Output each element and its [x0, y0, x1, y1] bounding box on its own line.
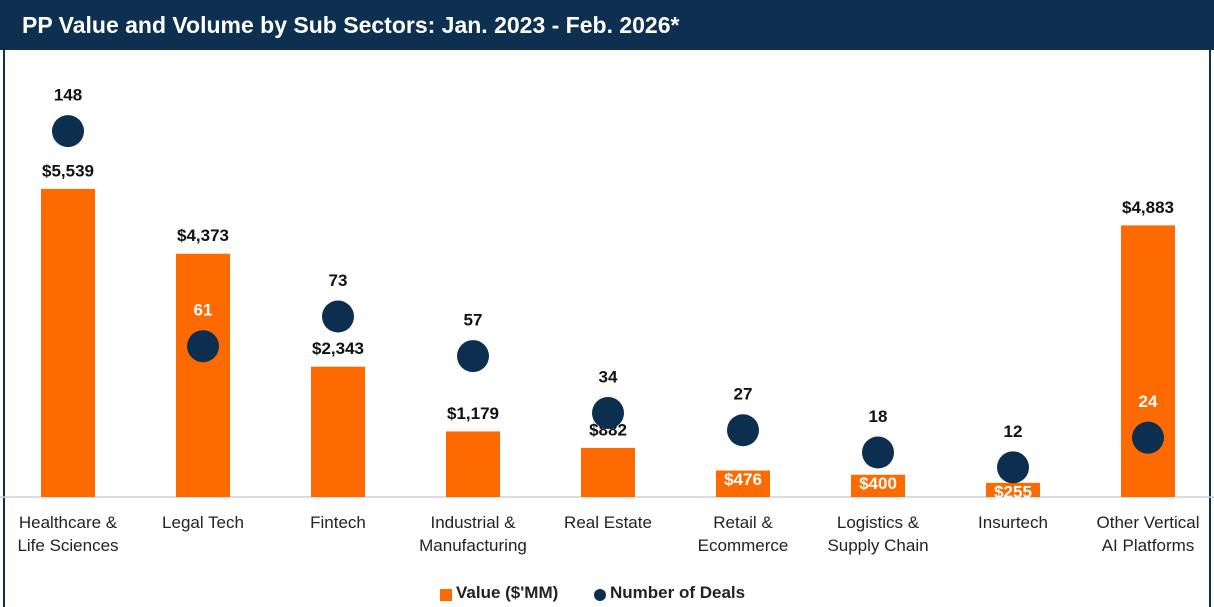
- deal-dot: [1132, 421, 1164, 454]
- chart-title: PP Value and Volume by Sub Sectors: Jan.…: [22, 12, 680, 38]
- x-tick-label: Logistics & Supply Chain: [827, 513, 929, 555]
- bar-value-label: $4,373: [177, 226, 229, 245]
- bar: [581, 447, 635, 497]
- deal-dot: [457, 340, 489, 373]
- dot-value-label: 18: [869, 407, 888, 426]
- dot-value-label: 57: [464, 311, 483, 330]
- legend-label: Number of Deals: [610, 583, 746, 602]
- dot-value-label: 34: [599, 367, 618, 386]
- deal-dot: [862, 436, 894, 469]
- deal-dot: [322, 300, 354, 333]
- x-tick-label: Legal Tech: [162, 513, 244, 532]
- x-tick-label: Industrial & Manufacturing: [419, 513, 527, 555]
- deal-dot: [727, 414, 759, 447]
- bar-value-label: $255: [994, 482, 1032, 501]
- x-tick-label: Retail & Ecommerce: [697, 513, 789, 555]
- dot-value-label: 12: [1004, 422, 1023, 441]
- dot-value-label: 24: [1139, 392, 1158, 411]
- bar: [41, 188, 95, 497]
- dot-value-label: 73: [329, 271, 348, 290]
- dot-value-label: 61: [194, 301, 213, 320]
- x-tick-label: Real Estate: [564, 513, 652, 532]
- legend-swatch: [440, 589, 452, 601]
- header-bar: [0, 0, 1214, 50]
- deal-dot: [592, 396, 624, 429]
- bar: [986, 482, 1040, 497]
- x-tick-label: Insurtech: [978, 513, 1048, 532]
- x-tick-label: Healthcare & Life Sciences: [17, 513, 119, 555]
- bar: [716, 470, 770, 497]
- legend-swatch: [594, 589, 606, 601]
- bar: [176, 253, 230, 497]
- bar-value-label: $4,883: [1122, 198, 1174, 217]
- deal-dot: [997, 451, 1029, 484]
- x-tick-label: Fintech: [310, 513, 366, 532]
- x-tick-label: Other Vertical AI Platforms: [1096, 513, 1200, 555]
- bar: [1121, 225, 1175, 497]
- bar-value-label: $476: [724, 470, 762, 489]
- bar-value-label: $2,343: [312, 339, 364, 358]
- bar: [311, 366, 365, 497]
- dot-value-label: 27: [734, 385, 753, 404]
- legend-label: Value ($'MM): [456, 583, 559, 602]
- deal-dot: [187, 330, 219, 363]
- bar: [446, 431, 500, 497]
- dot-value-label: 148: [54, 86, 82, 105]
- bar-value-label: $1,179: [447, 404, 499, 423]
- bar: [851, 474, 905, 497]
- bar-value-label: $5,539: [42, 161, 94, 180]
- deal-dot: [52, 115, 84, 148]
- bar-value-label: $400: [859, 474, 897, 493]
